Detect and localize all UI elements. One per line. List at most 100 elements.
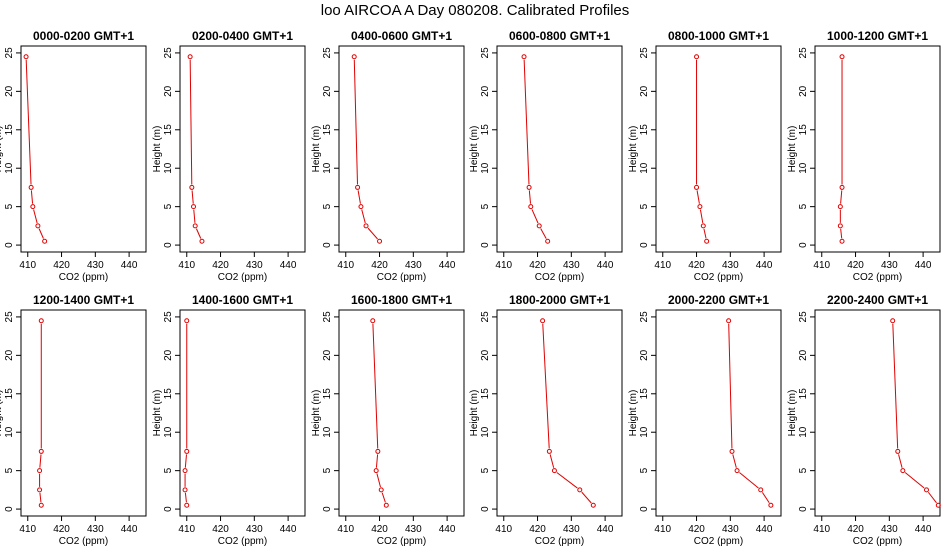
y-tick-label: 10 <box>322 426 333 438</box>
x-axis-title: CO2 (ppm) <box>853 536 902 547</box>
x-tick-label: 430 <box>563 260 580 271</box>
y-tick-label: 5 <box>480 467 491 473</box>
profile-line-segment <box>892 323 899 449</box>
profile-point <box>546 448 552 454</box>
y-tick-label: 15 <box>163 388 174 400</box>
profile-point <box>837 223 843 229</box>
profile-point <box>839 184 845 190</box>
x-tick-label: 410 <box>19 260 36 271</box>
y-tick-label: 5 <box>639 467 650 473</box>
x-tick-label: 420 <box>371 524 388 535</box>
y-tick-label: 20 <box>480 85 491 97</box>
profile-line-segment <box>540 228 547 239</box>
profile-point <box>377 238 383 244</box>
profile-panel-3: 0400-0600 GMT+1 410 420 430 440 0 5 10 15 20 25 CO2… <box>311 29 465 283</box>
profile-point <box>545 238 551 244</box>
profile-panel-6: 1000-1200 GMT+1 410 420 430 440 0 5 10 15 20 25 CO2… <box>787 29 941 283</box>
x-tick-label: 440 <box>756 524 773 535</box>
panel-title: 0800-1000 GMT+1 <box>668 29 769 43</box>
panel-title: 1400-1600 GMT+1 <box>192 293 293 307</box>
y-tick-label: 0 <box>163 506 174 512</box>
profile-line-segment <box>375 454 379 468</box>
y-axis-title: Height (m) <box>152 126 163 173</box>
profile-line-segment <box>193 209 196 223</box>
y-tick-label: 0 <box>798 506 809 512</box>
profile-point <box>23 54 29 60</box>
y-tick-label: 5 <box>798 203 809 209</box>
x-tick-label: 440 <box>121 524 138 535</box>
profile-point <box>704 238 710 244</box>
y-tick-label: 10 <box>4 162 15 174</box>
x-axis-title: CO2 (ppm) <box>694 536 743 547</box>
profile-line-segment <box>904 472 925 489</box>
x-tick-label: 420 <box>688 260 705 271</box>
y-axis-title: Height (m) <box>787 390 798 437</box>
profile-point <box>726 318 732 324</box>
y-axis-title: Height (m) <box>152 390 163 437</box>
x-axis-title: CO2 (ppm) <box>218 272 267 283</box>
profile-point <box>694 54 700 60</box>
x-tick-label: 440 <box>439 260 456 271</box>
profile-point <box>700 223 706 229</box>
x-tick-label: 410 <box>654 524 671 535</box>
profile-point <box>199 238 205 244</box>
y-tick-label: 0 <box>798 242 809 248</box>
y-axis-title: Height (m) <box>311 390 322 437</box>
y-tick-label: 15 <box>798 124 809 136</box>
plot-frame <box>655 45 782 253</box>
y-tick-label: 0 <box>639 506 650 512</box>
x-tick-label: 410 <box>495 260 512 271</box>
y-tick-label: 25 <box>639 311 650 323</box>
profile-line-segment <box>840 228 843 239</box>
profile-line-segment <box>39 492 42 503</box>
x-tick-label: 430 <box>87 260 104 271</box>
profile-panel-10: 1800-2000 GMT+1 410 420 430 440 0 5 10 15 20 25 CO2… <box>469 293 623 547</box>
y-tick-label: 5 <box>4 467 15 473</box>
y-tick-label: 20 <box>798 85 809 97</box>
profile-panel-4: 0600-0800 GMT+1 410 420 430 440 0 5 10 15 20 25 CO2… <box>469 29 623 283</box>
profile-point <box>363 223 369 229</box>
profile-line-segment <box>189 59 193 185</box>
x-axis-title: CO2 (ppm) <box>694 272 743 283</box>
x-tick-label: 420 <box>529 524 546 535</box>
profile-line-segment <box>367 227 378 240</box>
profile-point <box>839 238 845 244</box>
x-tick-label: 420 <box>212 260 229 271</box>
y-tick-label: 10 <box>163 162 174 174</box>
plot-frame <box>179 45 306 253</box>
y-tick-label: 15 <box>322 124 333 136</box>
profile-point <box>758 487 764 493</box>
panel-title: 2200-2400 GMT+1 <box>827 293 928 307</box>
profile-point <box>370 318 376 324</box>
profile-point <box>839 54 845 60</box>
y-tick-label: 15 <box>480 124 491 136</box>
x-tick-label: 410 <box>337 260 354 271</box>
profile-line-segment <box>39 454 42 468</box>
y-axis-title: Height (m) <box>311 126 322 173</box>
profile-point <box>37 487 43 493</box>
profile-line-segment <box>581 491 592 504</box>
plot-frame <box>20 45 147 253</box>
profile-point <box>182 468 188 474</box>
y-tick-label: 10 <box>480 162 491 174</box>
profile-line-segment <box>25 59 32 185</box>
x-tick-label: 440 <box>915 260 932 271</box>
plot-frame <box>20 309 147 517</box>
y-tick-label: 0 <box>4 506 15 512</box>
profile-point <box>351 54 357 60</box>
y-tick-label: 10 <box>798 426 809 438</box>
x-tick-label: 440 <box>756 260 773 271</box>
x-tick-label: 430 <box>722 260 739 271</box>
y-tick-label: 20 <box>322 349 333 361</box>
y-tick-label: 15 <box>798 388 809 400</box>
profile-line-segment <box>184 454 187 468</box>
y-tick-label: 25 <box>322 47 333 59</box>
x-tick-label: 430 <box>405 524 422 535</box>
y-axis-title: Height (m) <box>469 126 480 173</box>
profile-point <box>182 487 188 493</box>
profile-line-segment <box>376 473 381 488</box>
y-axis-title: Height (m) <box>787 126 798 173</box>
y-tick-label: 5 <box>4 203 15 209</box>
profile-point <box>383 502 389 508</box>
profile-point <box>35 223 41 229</box>
